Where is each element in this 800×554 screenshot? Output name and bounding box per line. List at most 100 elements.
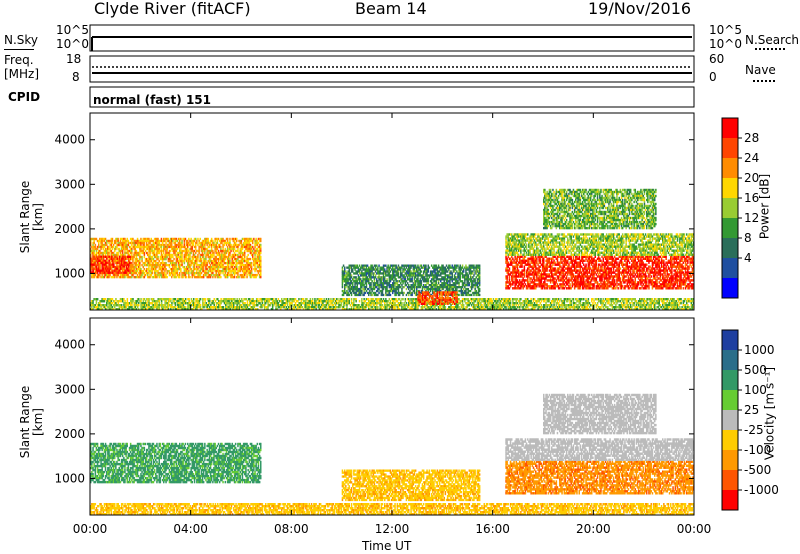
heatmap-cell xyxy=(226,237,229,241)
heatmap-cell xyxy=(126,247,128,251)
heatmap-cell xyxy=(133,308,135,311)
heatmap-cell xyxy=(122,306,124,309)
heatmap-cell xyxy=(110,237,112,241)
heatmap-cell xyxy=(524,300,527,303)
heatmap-cell xyxy=(353,304,355,307)
heatmap-cell xyxy=(552,300,554,303)
heatmap-cell xyxy=(140,269,142,273)
heatmap-cell xyxy=(122,265,124,268)
heatmap-cell xyxy=(667,302,670,305)
heatmap-cell xyxy=(169,259,172,263)
heatmap-cell xyxy=(207,241,209,245)
heatmap-cell xyxy=(165,273,167,277)
heatmap-cell xyxy=(115,257,117,261)
heatmap-cell xyxy=(231,300,234,303)
heatmap-cell xyxy=(340,304,342,307)
heatmap-cell xyxy=(172,247,174,251)
heatmap-cell xyxy=(142,304,145,307)
heatmap-cell xyxy=(189,263,191,267)
heatmap-cell xyxy=(117,261,120,264)
heatmap-cell xyxy=(254,249,256,253)
heatmap-cell xyxy=(662,298,664,301)
heatmap-cell xyxy=(583,306,585,309)
heatmap-cell xyxy=(596,304,599,307)
heatmap-cell xyxy=(506,304,508,307)
heatmap-cell xyxy=(555,308,558,311)
heatmap-cell xyxy=(228,302,230,305)
heatmap-cell xyxy=(139,261,141,265)
heatmap-cell xyxy=(226,273,229,277)
heatmap-cell xyxy=(151,247,154,251)
heatmap-cell xyxy=(120,243,123,247)
heatmap-cell xyxy=(106,261,108,264)
heatmap-cell xyxy=(114,249,116,253)
heatmap-cell xyxy=(222,249,224,253)
heatmap-cell xyxy=(368,293,370,297)
heatmap-cell xyxy=(124,255,127,258)
heatmap-cell xyxy=(610,302,612,305)
heatmap-cell xyxy=(109,239,111,243)
heatmap-cell xyxy=(116,257,119,260)
heatmap-cell xyxy=(140,237,142,241)
heatmap-cell xyxy=(123,239,125,243)
heatmap-cell xyxy=(99,255,101,258)
heatmap-cell xyxy=(269,302,272,305)
heatmap-cell xyxy=(229,241,231,245)
heatmap-cell xyxy=(500,308,503,311)
heatmap-cell xyxy=(384,304,386,307)
heatmap-cell xyxy=(647,308,649,311)
heatmap-cell xyxy=(145,247,148,251)
heatmap-cell xyxy=(358,304,361,307)
heatmap-cell xyxy=(99,267,101,270)
heatmap-cell xyxy=(160,298,163,301)
heatmap-cell xyxy=(116,263,118,267)
heatmap-cell xyxy=(486,300,489,303)
heatmap-cell xyxy=(246,241,248,245)
heatmap-cell xyxy=(124,247,126,251)
heatmap-cell xyxy=(101,259,104,262)
heatmap-cell xyxy=(229,245,231,249)
heatmap-cell xyxy=(220,245,222,249)
heatmap-cell xyxy=(330,298,332,301)
heatmap-cell xyxy=(92,237,94,241)
nsky-tick-top: 10^5 xyxy=(56,24,89,37)
heatmap-cell xyxy=(294,304,297,307)
heatmap-cell xyxy=(145,239,148,243)
heatmap-cell xyxy=(631,306,633,309)
heatmap-cell xyxy=(151,249,154,253)
heatmap-cell xyxy=(129,269,131,272)
heatmap-cell xyxy=(167,263,170,267)
heatmap-cell xyxy=(108,275,110,279)
heatmap-cell xyxy=(221,255,223,259)
heatmap-cell xyxy=(116,269,118,273)
heatmap-cell xyxy=(646,298,648,301)
heatmap-cell xyxy=(238,308,241,311)
heatmap-cell xyxy=(291,300,293,303)
heatmap-cell xyxy=(179,302,181,305)
heatmap-cell xyxy=(118,304,121,307)
heatmap-cell xyxy=(131,261,133,265)
heatmap-cell xyxy=(110,243,112,247)
heatmap-cell xyxy=(480,304,482,307)
heatmap-cell xyxy=(136,304,139,307)
heatmap-cell xyxy=(671,300,673,303)
heatmap-cell xyxy=(125,261,128,264)
heatmap-cell xyxy=(106,251,108,255)
heatmap-cell xyxy=(618,300,620,303)
heatmap-cell xyxy=(441,308,443,311)
heatmap-cell xyxy=(443,304,445,307)
heatmap-cell xyxy=(173,261,175,265)
heatmap-cell xyxy=(678,298,680,301)
heatmap-cell xyxy=(401,308,403,311)
heatmap-cell xyxy=(616,302,618,305)
heatmap-cell xyxy=(107,302,109,305)
heatmap-cell xyxy=(156,241,158,245)
heatmap-cell xyxy=(136,275,139,279)
heatmap-cell xyxy=(236,257,238,261)
heatmap-cell xyxy=(634,298,636,301)
heatmap-cell xyxy=(401,306,403,309)
heatmap-cell xyxy=(527,298,529,301)
beam-title: Beam 14 xyxy=(355,0,427,18)
heatmap-cell xyxy=(344,268,346,271)
heatmap-cell xyxy=(198,275,200,279)
